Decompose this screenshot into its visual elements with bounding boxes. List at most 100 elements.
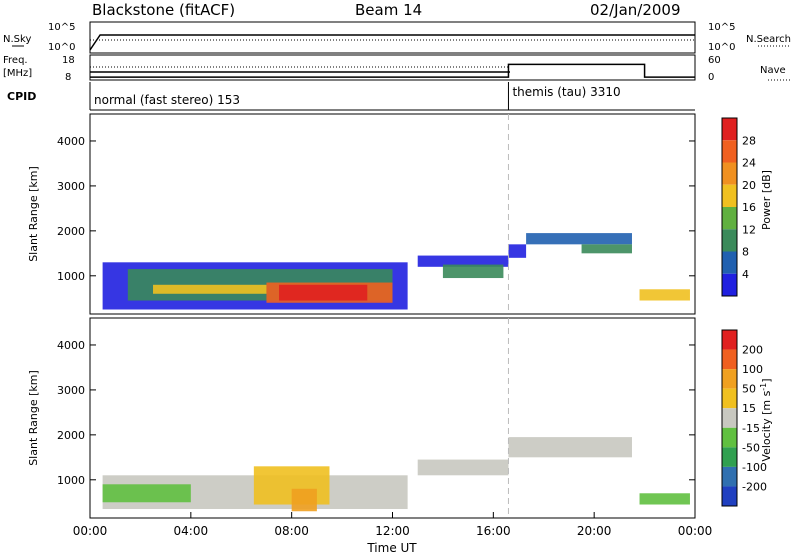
- colorbar-segment: [722, 162, 737, 185]
- beam-title: Beam 14: [355, 1, 422, 19]
- colorbar-segment: [722, 140, 737, 163]
- nsky-series-line: [89, 34, 695, 51]
- colorbar-segment: [722, 427, 737, 448]
- time-axis: 00:00 04:00 08:00 12:00 16:00 20:00 00:00: [73, 512, 713, 538]
- y-tick-label: 3000: [57, 384, 85, 397]
- heatmap-region-0-6: [442, 264, 504, 279]
- colorbar-tick-label: 200: [742, 344, 763, 357]
- freq-unit: [MHz]: [3, 68, 32, 79]
- colorbar-segment: [722, 349, 737, 370]
- colorbar-tick-label: 15: [742, 402, 756, 415]
- x-tick-label: 00:00: [73, 524, 108, 538]
- colorbar-segment: [722, 207, 737, 230]
- nsky-left-tick-top: 10^5: [48, 22, 75, 33]
- colorbar-tick-label: 20: [742, 179, 756, 192]
- heatmap-region-0-2: [153, 284, 267, 294]
- colorbar-tick-label: 50: [742, 383, 756, 396]
- velocity-title-end: ]: [760, 378, 773, 382]
- colorbar-tick-label: 12: [742, 223, 756, 236]
- y-tick-label: 3000: [57, 180, 85, 193]
- y-tick-label: 1000: [57, 474, 85, 487]
- cpid-mode-themis: themis (tau) 3310: [512, 85, 620, 99]
- x-tick-label: 16:00: [476, 524, 511, 538]
- nsky-label: N.Sky: [3, 34, 31, 45]
- heatmap-region-0-7: [508, 244, 527, 258]
- x-tick-label: 04:00: [174, 524, 209, 538]
- velocity-y-ticks: 1000 2000 3000 4000: [57, 339, 695, 487]
- heatmap-region-0-4: [279, 284, 368, 301]
- colorbar-segment: [722, 184, 737, 207]
- colorbar-tick-label: -100: [742, 461, 767, 474]
- heatmap-region-1-3: [291, 488, 317, 512]
- nave-label: Nave: [760, 65, 786, 76]
- colorbar-tick-label: 8: [742, 246, 749, 259]
- colorbar-segment: [722, 118, 737, 141]
- colorbar-segment: [722, 447, 737, 467]
- colorbar-tick-label: -15: [742, 422, 760, 435]
- heatmap-region-0-5: [417, 255, 509, 267]
- power-heatmap: [102, 114, 690, 314]
- nave-series-line: [90, 63, 695, 78]
- colorbar-tick-label: -200: [742, 480, 767, 493]
- cpid-mode-normal: normal (fast stereo) 153: [94, 93, 240, 107]
- colorbar-segment: [722, 388, 737, 409]
- colorbar-frame: [721, 329, 738, 507]
- nsky-panel-frame: [89, 21, 696, 54]
- nsky-right-tick-top: 10^5: [708, 22, 735, 33]
- x-tick-label: 08:00: [274, 524, 309, 538]
- colorbar-tick-label: 4: [742, 268, 749, 281]
- cpid-label: CPID: [7, 90, 36, 103]
- velocity-title-main: Velocity [m s: [760, 390, 773, 461]
- power-y-ticks: 1000 2000 3000 4000: [57, 135, 695, 283]
- colorbar-segment: [722, 273, 737, 296]
- x-tick-label: 00:00: [678, 524, 713, 538]
- freq-left-tick-top: 18: [62, 55, 75, 66]
- freq-left-tick-bottom: 8: [65, 72, 71, 83]
- date-title: 02/Jan/2009: [590, 1, 681, 19]
- heatmap-region-1-6: [639, 493, 690, 505]
- y-tick-label: 4000: [57, 135, 85, 148]
- y-tick-label: 2000: [57, 429, 85, 442]
- heatmap-region-0-8: [526, 233, 632, 245]
- velocity-heatmap: [102, 318, 690, 518]
- y-tick-label: 4000: [57, 339, 85, 352]
- colorbar-segment: [722, 330, 737, 350]
- freq-right-tick-top: 60: [708, 55, 721, 66]
- freq-label: Freq.: [3, 55, 28, 66]
- y-tick-label: 2000: [57, 225, 85, 238]
- station-title: Blackstone (fitACF): [92, 1, 235, 19]
- x-tick-label: 20:00: [577, 524, 612, 538]
- velocity-title-sup: -1: [759, 383, 768, 391]
- nsearch-label: N.Search: [746, 34, 791, 45]
- velocity-colorbar-title: Velocity [m s-1]: [759, 378, 773, 461]
- time-axis-label: Time UT: [366, 541, 417, 554]
- colorbar-tick-label: 24: [742, 157, 756, 170]
- heatmap-region-1-1: [102, 484, 191, 503]
- y-tick-label: 1000: [57, 270, 85, 283]
- velocity-y-axis-label: Slant Range [km]: [27, 370, 40, 466]
- colorbar-segment: [722, 229, 737, 252]
- freq-right-tick-bottom: 0: [708, 72, 714, 83]
- power-colorbar-title: Power [dB]: [760, 170, 773, 230]
- heatmap-region-1-4: [417, 459, 509, 476]
- nsky-right-tick-bottom: 10^0: [708, 42, 735, 53]
- colorbar-segment: [722, 251, 737, 274]
- colorbar-tick-label: 100: [742, 363, 763, 376]
- colorbar-tick-label: 16: [742, 201, 756, 214]
- colorbar-segment: [722, 408, 737, 428]
- power-colorbar: 28 24 20 16 12 8 4: [721, 117, 756, 297]
- colorbar-tick-label: -50: [742, 441, 760, 454]
- power-y-axis-label: Slant Range [km]: [27, 166, 40, 262]
- colorbar-tick-label: 28: [742, 134, 756, 147]
- colorbar-segment: [722, 486, 737, 506]
- colorbar-segment: [722, 466, 737, 487]
- x-tick-label: 12:00: [375, 524, 410, 538]
- heatmap-region-0-9: [581, 244, 632, 254]
- heatmap-region-0-10: [639, 289, 690, 301]
- colorbar-segment: [722, 369, 737, 389]
- colorbar-frame: [721, 117, 738, 297]
- velocity-colorbar: 200 100 50 15 -15 -50 -100 -200: [721, 329, 767, 507]
- nsky-left-tick-bottom: 10^0: [48, 42, 75, 53]
